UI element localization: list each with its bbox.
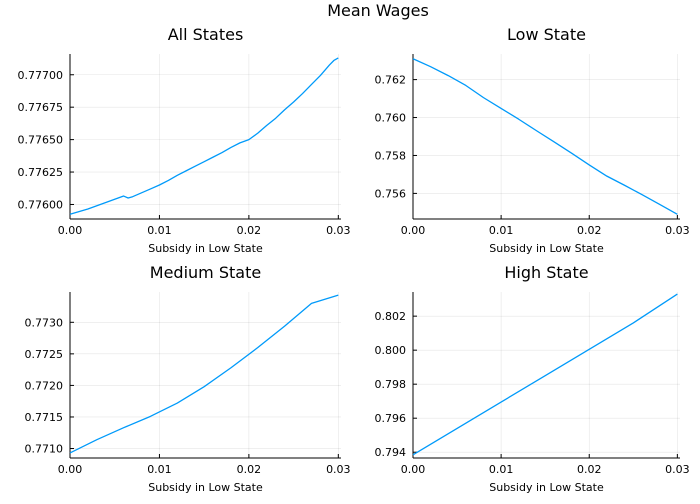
all-states-x-tick-label: 0.03 bbox=[326, 224, 351, 237]
low-state-title: Low State bbox=[507, 25, 586, 44]
low-state-x-axis-label: Subsidy in Low State bbox=[489, 242, 604, 255]
figure-title: Mean Wages bbox=[327, 1, 429, 20]
low-state-y-tick-label: 0.756 bbox=[375, 187, 407, 200]
medium-state-x-axis-label: Subsidy in Low State bbox=[148, 481, 263, 494]
low-state-x-tick-label: 0.03 bbox=[665, 224, 690, 237]
all-states-y-tick-label: 0.77600 bbox=[18, 198, 64, 211]
medium-state-y-tick-label: 0.7710 bbox=[25, 443, 64, 456]
medium-state-series-line bbox=[69, 294, 339, 454]
low-state-y-tick-label: 0.760 bbox=[375, 112, 407, 125]
medium-state-x-tick-label: 0.00 bbox=[58, 463, 83, 476]
high-state-x-tick-label: 0.01 bbox=[489, 463, 514, 476]
low-state-x-tick-label: 0.01 bbox=[489, 224, 514, 237]
high-state-x-tick-label: 0.00 bbox=[401, 463, 426, 476]
high-state-y-tick-label: 0.800 bbox=[375, 344, 407, 357]
low-state-panel: 0.00 0.01 0.02 0.03 0.756 0.758 0.760 0.762 Low … bbox=[375, 25, 690, 255]
all-states-y-tick-label: 0.77675 bbox=[18, 101, 64, 114]
low-state-x-tick-label: 0.00 bbox=[401, 224, 426, 237]
high-state-x-tick-label: 0.03 bbox=[665, 463, 690, 476]
high-state-panel: 0.00 0.01 0.02 0.03 0.794 0.796 0.798 0.800 0.80… bbox=[375, 263, 690, 494]
all-states-panel: 0.00 0.01 0.02 0.03 0.77600 0.77625 0.77650 0.7… bbox=[18, 25, 351, 255]
all-states-y-tick-label: 0.77650 bbox=[18, 134, 64, 147]
medium-state-y-tick-label: 0.7720 bbox=[25, 379, 64, 392]
medium-state-y-tick-label: 0.7715 bbox=[25, 411, 64, 424]
medium-state-y-tick-label: 0.7725 bbox=[25, 348, 64, 361]
medium-state-x-tick-label: 0.01 bbox=[147, 463, 172, 476]
high-state-y-tick-label: 0.794 bbox=[375, 446, 407, 459]
all-states-x-axis-label: Subsidy in Low State bbox=[148, 242, 263, 255]
high-state-y-tick-label: 0.796 bbox=[375, 412, 407, 425]
low-state-y-tick-label: 0.758 bbox=[375, 149, 407, 162]
high-state-y-tick-label: 0.798 bbox=[375, 378, 407, 391]
all-states-x-tick-label: 0.02 bbox=[237, 224, 262, 237]
high-state-title: High State bbox=[504, 263, 588, 282]
low-state-series-line bbox=[412, 58, 678, 215]
all-states-x-tick-label: 0.01 bbox=[147, 224, 172, 237]
high-state-series-line bbox=[412, 293, 678, 456]
medium-state-x-tick-label: 0.03 bbox=[326, 463, 351, 476]
all-states-y-tick-label: 0.77625 bbox=[18, 166, 64, 179]
medium-state-panel: 0.00 0.01 0.02 0.03 0.7710 0.7715 0.7720 0.7725… bbox=[25, 263, 351, 494]
high-state-x-axis-label: Subsidy in Low State bbox=[489, 481, 604, 494]
all-states-title: All States bbox=[168, 25, 244, 44]
medium-state-title: Medium State bbox=[150, 263, 261, 282]
low-state-y-tick-label: 0.762 bbox=[375, 74, 407, 87]
medium-state-y-tick-label: 0.7730 bbox=[25, 316, 64, 329]
low-state-x-tick-label: 0.02 bbox=[577, 224, 602, 237]
high-state-x-tick-label: 0.02 bbox=[577, 463, 602, 476]
all-states-series-line bbox=[69, 57, 339, 215]
high-state-y-tick-label: 0.802 bbox=[375, 310, 407, 323]
all-states-x-tick-label: 0.00 bbox=[58, 224, 83, 237]
all-states-y-tick-label: 0.77700 bbox=[18, 69, 64, 82]
medium-state-x-tick-label: 0.02 bbox=[237, 463, 262, 476]
